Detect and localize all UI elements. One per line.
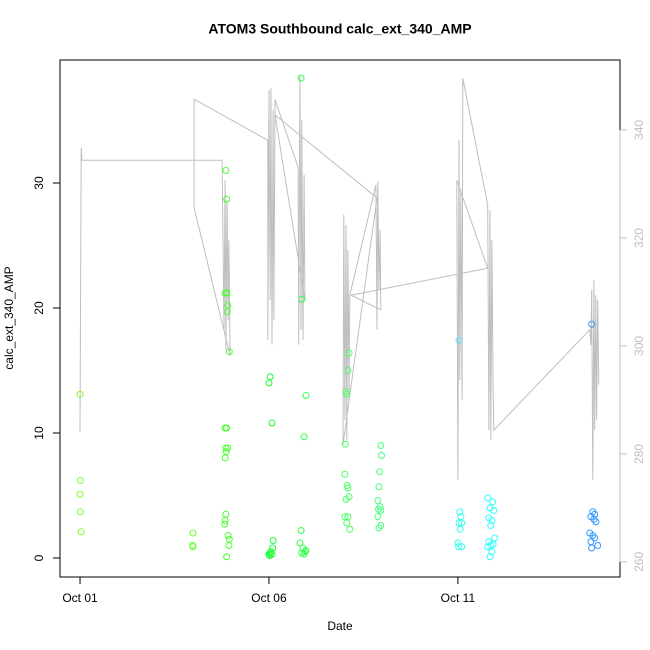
point xyxy=(455,543,463,551)
point xyxy=(455,337,463,344)
point xyxy=(377,507,385,514)
y2-tick-label: 280 xyxy=(632,444,646,464)
point xyxy=(378,452,386,459)
point xyxy=(491,534,499,542)
chart-title: ATOM3 Southbound calc_ext_340_AMP xyxy=(208,21,471,37)
point xyxy=(588,320,596,328)
point xyxy=(456,508,464,516)
x-tick-label: Oct 01 xyxy=(62,591,98,605)
point xyxy=(377,442,385,449)
x-tick-label: Oct 06 xyxy=(251,591,287,605)
point xyxy=(591,534,599,542)
point xyxy=(454,539,462,547)
point xyxy=(489,498,497,506)
point xyxy=(265,379,273,387)
point xyxy=(488,517,496,524)
point xyxy=(225,535,233,543)
point xyxy=(458,519,466,527)
y-tick-label: 0 xyxy=(32,554,46,561)
point xyxy=(341,513,349,521)
point xyxy=(224,444,232,452)
point xyxy=(225,542,233,549)
point xyxy=(341,440,349,448)
point xyxy=(223,308,231,316)
point xyxy=(189,543,197,551)
point xyxy=(300,433,308,441)
point xyxy=(345,349,353,357)
point xyxy=(223,553,231,561)
y-tick-label: 20 xyxy=(32,301,46,315)
point xyxy=(77,528,85,536)
point xyxy=(266,549,274,557)
point xyxy=(223,289,231,297)
point xyxy=(490,507,498,514)
point xyxy=(456,525,464,533)
point xyxy=(587,538,595,546)
point xyxy=(375,524,383,532)
x-tick-label: Oct 11 xyxy=(441,591,476,605)
point xyxy=(302,392,310,399)
point xyxy=(484,543,492,551)
point xyxy=(221,289,229,297)
point xyxy=(376,468,384,476)
y2-tick-label: 320 xyxy=(632,228,646,248)
point xyxy=(221,520,229,528)
point xyxy=(298,295,306,303)
point xyxy=(343,519,351,527)
point xyxy=(341,470,349,478)
plot-frame xyxy=(59,59,621,578)
point xyxy=(223,195,231,203)
point xyxy=(222,448,230,456)
point xyxy=(224,532,232,539)
point xyxy=(223,424,231,432)
point xyxy=(221,517,229,524)
point xyxy=(343,390,351,398)
point xyxy=(374,497,382,504)
point xyxy=(76,477,84,484)
point xyxy=(189,529,197,537)
y-tick-label: 30 xyxy=(32,176,46,190)
point xyxy=(76,490,84,498)
point xyxy=(487,522,495,529)
point xyxy=(344,484,352,492)
y-axis-label: calc_ext_340_AMP xyxy=(2,266,16,369)
point xyxy=(76,508,84,516)
point xyxy=(342,495,350,503)
point xyxy=(222,510,230,518)
point xyxy=(222,167,230,174)
point xyxy=(266,552,274,559)
point xyxy=(296,539,304,547)
point xyxy=(297,74,305,82)
point xyxy=(346,525,354,533)
point xyxy=(594,542,602,549)
point xyxy=(269,537,277,544)
point xyxy=(344,367,352,374)
point xyxy=(588,544,596,552)
point xyxy=(486,553,494,561)
point xyxy=(375,483,383,491)
y2-tick-label: 260 xyxy=(632,552,646,572)
point xyxy=(76,390,84,398)
point xyxy=(268,419,276,427)
point xyxy=(592,518,600,526)
series-line xyxy=(79,74,600,480)
point xyxy=(265,550,273,558)
y2-tick-label: 340 xyxy=(632,120,646,140)
point xyxy=(297,527,305,534)
point xyxy=(302,547,310,554)
x-axis-label: Date xyxy=(327,619,353,633)
point xyxy=(225,348,233,356)
point xyxy=(300,550,308,558)
y2-tick-label: 300 xyxy=(632,336,646,356)
point xyxy=(222,444,230,452)
point xyxy=(458,543,466,551)
point xyxy=(266,373,274,381)
point xyxy=(374,513,382,521)
point xyxy=(484,494,492,502)
y-tick-label: 10 xyxy=(32,426,46,440)
point xyxy=(221,454,229,462)
